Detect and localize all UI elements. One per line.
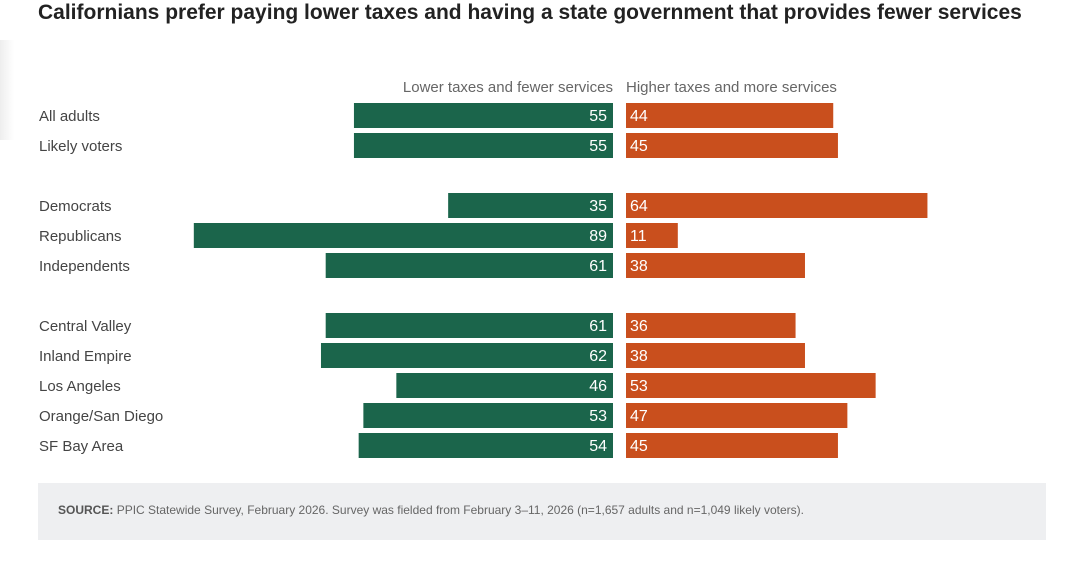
category-label: Central Valley: [39, 318, 132, 335]
source-note: SOURCE: PPIC Statewide Survey, February …: [38, 483, 1046, 540]
chart-title: Californians prefer paying lower taxes a…: [38, 1, 1022, 24]
value-label-lower-taxes: 46: [589, 378, 607, 395]
value-label-higher-taxes: 36: [630, 318, 648, 335]
category-label: Inland Empire: [39, 348, 132, 365]
source-text: SOURCE: PPIC Statewide Survey, February …: [58, 503, 804, 517]
value-label-higher-taxes: 47: [630, 408, 648, 425]
value-label-higher-taxes: 11: [630, 228, 647, 245]
bar-lower-taxes: [353, 133, 613, 158]
bar-higher-taxes: [626, 193, 928, 218]
bar-lower-taxes: [325, 253, 613, 278]
source-body: PPIC Statewide Survey, February 2026. Su…: [116, 503, 804, 517]
bar-lower-taxes: [358, 433, 613, 458]
bar-higher-taxes: [626, 223, 678, 248]
bar-lower-taxes: [353, 103, 613, 128]
bar-lower-taxes: [325, 313, 613, 338]
value-label-lower-taxes: 55: [589, 138, 607, 155]
value-label-lower-taxes: 61: [589, 318, 607, 335]
category-label: Democrats: [39, 198, 112, 215]
value-label-higher-taxes: 45: [630, 438, 648, 455]
value-label-lower-taxes: 61: [589, 258, 607, 275]
value-label-higher-taxes: 45: [630, 138, 648, 155]
bar-lower-taxes: [363, 403, 613, 428]
value-label-higher-taxes: 44: [630, 108, 648, 125]
category-label: Independents: [39, 258, 130, 275]
category-label: All adults: [39, 108, 100, 125]
category-label: Republicans: [39, 228, 122, 245]
value-label-lower-taxes: 89: [589, 228, 607, 245]
value-label-lower-taxes: 62: [589, 348, 607, 365]
value-label-lower-taxes: 35: [589, 198, 607, 215]
bar-lower-taxes: [396, 373, 613, 398]
value-label-higher-taxes: 64: [630, 198, 648, 215]
category-label: Los Angeles: [39, 378, 121, 395]
value-label-higher-taxes: 38: [630, 348, 648, 365]
bar-lower-taxes: [193, 223, 613, 248]
value-label-lower-taxes: 54: [589, 438, 607, 455]
value-label-lower-taxes: 53: [589, 408, 607, 425]
bar-higher-taxes: [626, 403, 848, 428]
bar-higher-taxes: [626, 133, 838, 158]
legend-lower-taxes: Lower taxes and fewer services: [403, 79, 613, 96]
value-label-higher-taxes: 38: [630, 258, 648, 275]
legend-higher-taxes: Higher taxes and more services: [626, 79, 837, 96]
bar-higher-taxes: [626, 103, 834, 128]
page-edge-shadow: [0, 40, 14, 140]
value-label-higher-taxes: 53: [630, 378, 648, 395]
bar-higher-taxes: [626, 253, 805, 278]
bar-lower-taxes: [448, 193, 613, 218]
bar-higher-taxes: [626, 343, 805, 368]
category-label: Likely voters: [39, 138, 122, 155]
bar-higher-taxes: [626, 313, 796, 338]
value-label-lower-taxes: 55: [589, 108, 607, 125]
bar-higher-taxes: [626, 433, 838, 458]
category-label: Orange/San Diego: [39, 408, 163, 425]
bar-higher-taxes: [626, 373, 876, 398]
bar-lower-taxes: [320, 343, 613, 368]
category-label: SF Bay Area: [39, 438, 124, 455]
diverging-bar-chart: Lower taxes and fewer services Higher tax…: [39, 79, 928, 458]
source-label: SOURCE:: [58, 503, 114, 517]
